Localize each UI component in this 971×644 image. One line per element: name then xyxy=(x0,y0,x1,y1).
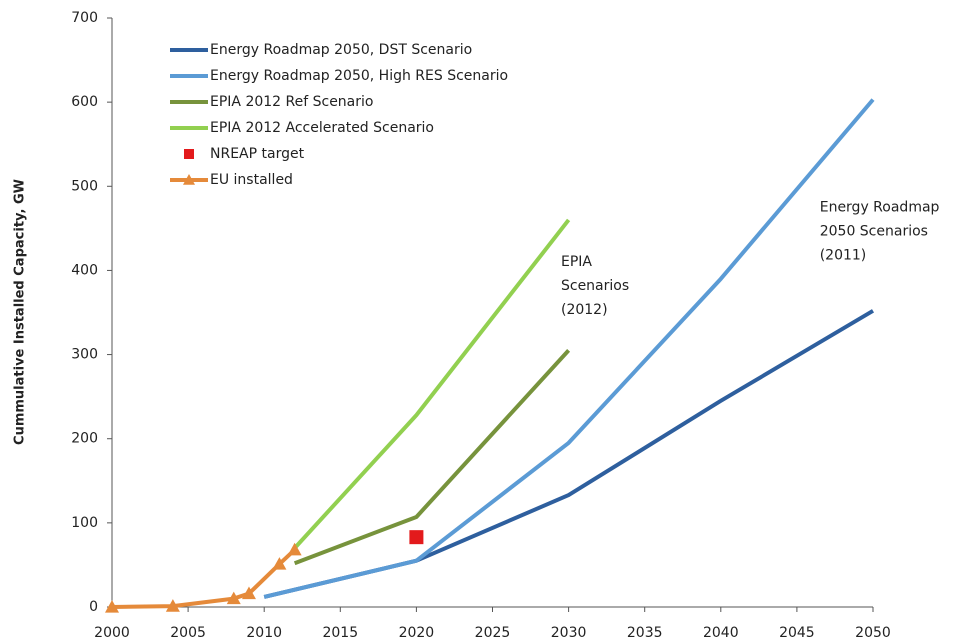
square-marker xyxy=(409,530,424,545)
series-line xyxy=(111,548,297,609)
triangle-marker xyxy=(226,591,241,605)
triangle-marker xyxy=(241,586,256,600)
legend-label: EPIA 2012 Ref Scenario xyxy=(210,94,373,110)
y-tick-label: 500 xyxy=(71,178,98,194)
y-tick-label: 200 xyxy=(71,431,98,447)
x-tick-label: 2040 xyxy=(703,625,739,641)
triangle-marker xyxy=(183,174,195,185)
x-tick-label: 2035 xyxy=(627,625,663,641)
legend-label: NREAP target xyxy=(210,146,305,162)
y-tick-label: 600 xyxy=(71,94,98,110)
y-tick-label: 100 xyxy=(71,515,98,531)
annotation: Scenarios xyxy=(561,278,629,294)
triangle-marker xyxy=(165,599,180,612)
annotation: (2012) xyxy=(561,302,608,318)
y-tick-label: 0 xyxy=(89,599,98,615)
x-tick-label: 2025 xyxy=(475,625,511,641)
y-axis-label: Cummulative Installed Capacity, GW xyxy=(13,179,28,445)
series-line xyxy=(263,309,875,599)
legend-label: EPIA 2012 Accelerated Scenario xyxy=(210,120,434,136)
triangle-marker xyxy=(105,600,119,613)
annotation: (2011) xyxy=(820,247,867,263)
series-line xyxy=(293,349,571,566)
series-line xyxy=(293,218,571,550)
triangle-marker xyxy=(287,542,302,556)
y-tick-label: 300 xyxy=(71,347,98,363)
x-tick-label: 2010 xyxy=(246,625,282,641)
triangle-marker xyxy=(272,557,287,570)
annotation: EPIA xyxy=(561,254,592,270)
legend-label: EU installed xyxy=(210,172,293,188)
x-tick-label: 2030 xyxy=(551,625,587,641)
x-tick-label: 2015 xyxy=(322,625,358,641)
x-tick-label: 2020 xyxy=(399,625,435,641)
annotation: 2050 Scenarios xyxy=(820,223,928,239)
x-tick-label: 2000 xyxy=(94,625,130,641)
x-tick-label: 2005 xyxy=(170,625,206,641)
y-tick-label: 700 xyxy=(71,10,98,26)
legend-label: Energy Roadmap 2050, DST Scenario xyxy=(210,42,472,58)
x-tick-label: 2045 xyxy=(779,625,815,641)
square-marker xyxy=(184,149,194,159)
legend-label: Energy Roadmap 2050, High RES Scenario xyxy=(210,68,508,84)
x-tick-label: 2050 xyxy=(855,625,891,641)
series-line xyxy=(263,98,875,599)
y-tick-label: 400 xyxy=(71,262,98,278)
annotation: Energy Roadmap xyxy=(820,199,940,215)
